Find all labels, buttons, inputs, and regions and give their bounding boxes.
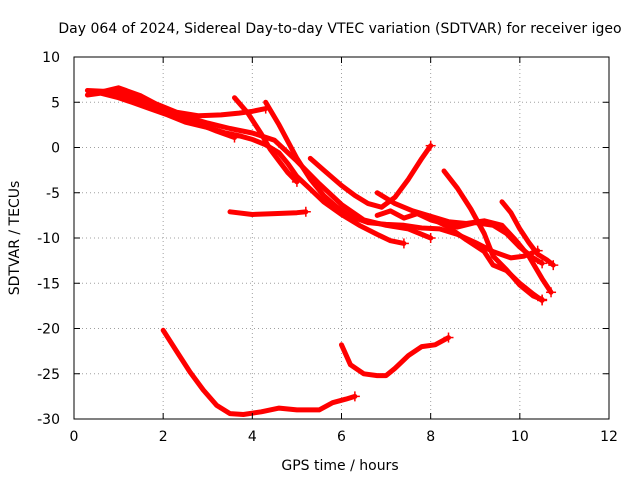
y-tick-label: -5 <box>46 186 60 202</box>
series-end-marker <box>537 295 548 306</box>
series-end-marker <box>425 233 436 243</box>
series-arc13 <box>499 199 556 268</box>
tick-layer: 0 2 4 6 8 10 12 -30 -25 -20 -15 -10 -5 0 5 10 <box>37 50 618 445</box>
series-end-marker <box>300 206 311 217</box>
series-arc6 <box>263 99 541 261</box>
series-arc4 <box>107 90 237 140</box>
x-tick-label: 8 <box>426 429 435 445</box>
series-arc15 <box>339 335 451 379</box>
x-tick-label: 2 <box>159 429 168 445</box>
y-tick-label: -15 <box>37 276 60 292</box>
series-end-marker <box>425 140 436 151</box>
x-tick-label: 0 <box>70 429 79 445</box>
series-end-marker <box>398 238 409 249</box>
series-end-marker <box>229 132 240 143</box>
series-end-marker <box>546 287 557 298</box>
y-tick-label: -30 <box>37 412 60 428</box>
y-tick-label: -20 <box>37 322 60 338</box>
x-axis-title: GPS time / hours <box>281 458 398 474</box>
y-tick-label: 5 <box>51 95 60 111</box>
series-arc14 <box>160 327 358 417</box>
series-arc5 <box>232 95 300 185</box>
y-tick-label: 10 <box>42 50 60 66</box>
series-end-marker <box>291 176 302 187</box>
series-arc12 <box>428 215 545 303</box>
series-arc10 <box>374 208 545 266</box>
series-end-marker <box>443 332 454 343</box>
y-tick-label: -10 <box>37 231 60 247</box>
series-end-marker <box>548 260 559 271</box>
y-tick-label: 0 <box>51 141 60 157</box>
series-arc7 <box>227 209 309 217</box>
series-arc8 <box>307 143 434 210</box>
chart-title: Day 064 of 2024, Sidereal Day-to-day VTE… <box>58 21 621 37</box>
series-end-marker <box>349 391 360 402</box>
x-tick-label: 10 <box>511 429 529 445</box>
x-tick-label: 4 <box>248 429 257 445</box>
y-axis-title: SDTVAR / TECUs <box>7 181 23 296</box>
y-tick-label: -25 <box>37 367 60 383</box>
x-tick-label: 6 <box>337 429 346 445</box>
series-layer <box>84 85 559 417</box>
x-tick-label: 12 <box>600 429 618 445</box>
series-end-marker <box>537 258 548 269</box>
series-arc1 <box>84 90 407 246</box>
